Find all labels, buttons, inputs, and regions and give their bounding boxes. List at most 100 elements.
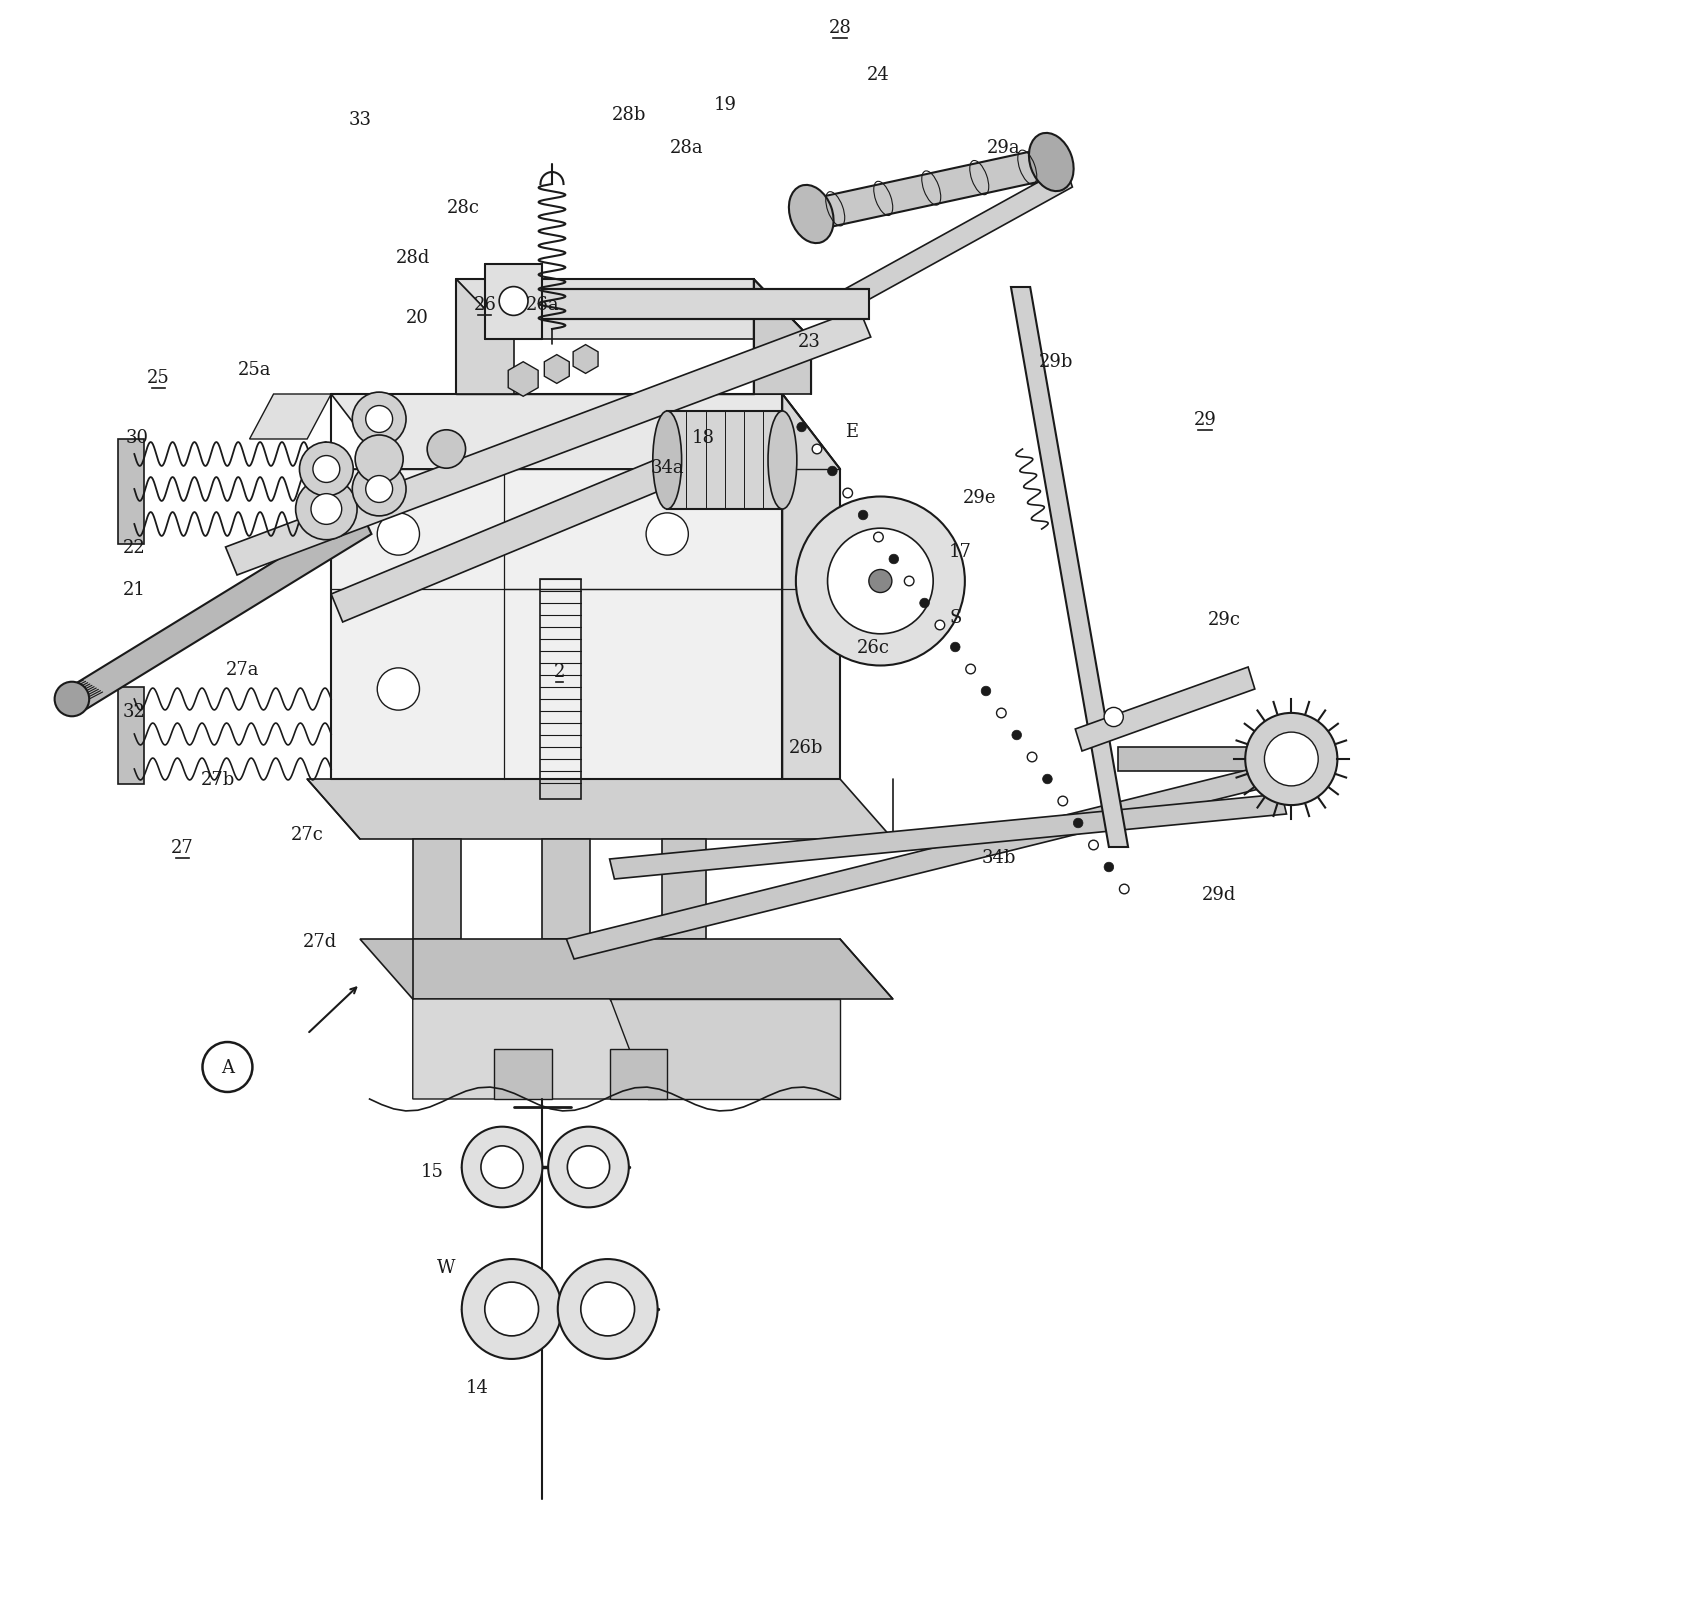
Text: 28c: 28c [447,199,479,216]
Text: 2: 2 [553,663,565,681]
Polygon shape [782,395,839,780]
Text: 26b: 26b [789,739,824,757]
Circle shape [796,497,965,667]
Circle shape [365,476,392,504]
Text: 29a: 29a [986,139,1019,157]
Circle shape [858,512,868,520]
Polygon shape [118,439,145,544]
Circle shape [548,1127,629,1207]
Polygon shape [754,279,811,395]
Ellipse shape [1029,134,1073,192]
Polygon shape [118,688,145,784]
Text: 17: 17 [949,542,972,560]
Circle shape [463,1259,562,1359]
Text: 28: 28 [829,19,851,37]
Circle shape [352,463,405,516]
Circle shape [1043,775,1053,784]
Circle shape [313,457,340,483]
Circle shape [54,683,89,717]
Text: 27: 27 [172,839,193,857]
Ellipse shape [653,412,681,510]
Circle shape [797,423,806,433]
Text: 23: 23 [797,332,821,350]
Circle shape [463,1127,542,1207]
Polygon shape [331,395,839,470]
Polygon shape [668,412,782,510]
Polygon shape [567,760,1299,959]
Circle shape [202,1043,252,1093]
Circle shape [890,555,898,565]
Text: 29b: 29b [1039,353,1073,371]
Polygon shape [71,510,372,712]
Circle shape [296,479,357,541]
Ellipse shape [789,186,834,244]
Circle shape [828,529,934,634]
Polygon shape [249,395,331,439]
Circle shape [1013,731,1021,741]
Polygon shape [308,780,893,839]
Polygon shape [331,420,765,623]
Text: 26a: 26a [525,295,558,313]
Text: 28a: 28a [669,139,703,157]
Polygon shape [609,794,1287,880]
Polygon shape [495,1049,552,1099]
Circle shape [311,494,341,525]
Polygon shape [412,999,648,1099]
Text: 29d: 29d [1203,886,1236,904]
Circle shape [843,489,853,499]
Text: 34a: 34a [651,458,685,476]
Ellipse shape [769,412,797,510]
Circle shape [996,709,1006,718]
Circle shape [1028,752,1036,762]
Circle shape [873,533,883,542]
Circle shape [1103,862,1113,872]
Text: 28b: 28b [612,107,646,124]
Circle shape [870,570,891,594]
Circle shape [905,576,913,586]
Text: E: E [844,423,858,441]
Text: 32: 32 [123,702,146,720]
Circle shape [1120,884,1129,894]
Polygon shape [456,279,513,395]
Polygon shape [831,168,1073,318]
Circle shape [355,436,404,484]
Circle shape [580,1282,634,1336]
Circle shape [352,392,405,447]
Polygon shape [542,839,590,939]
Polygon shape [495,291,870,320]
Text: 29e: 29e [962,489,996,507]
Polygon shape [331,470,782,780]
Polygon shape [609,1049,668,1099]
Circle shape [646,513,688,555]
Circle shape [1073,818,1083,828]
Text: 33: 33 [348,111,372,129]
Text: 20: 20 [405,308,429,326]
Text: 26: 26 [473,295,496,313]
Text: 15: 15 [420,1162,444,1180]
Circle shape [1088,841,1098,851]
Text: S: S [949,608,962,626]
Circle shape [500,287,528,316]
Circle shape [981,688,991,696]
Text: A: A [220,1059,234,1077]
Circle shape [427,431,466,470]
Text: 30: 30 [126,429,148,447]
Polygon shape [225,310,871,576]
Text: 26c: 26c [858,639,890,657]
Circle shape [377,668,419,710]
Circle shape [365,407,392,433]
Circle shape [965,665,976,675]
Circle shape [1058,797,1068,807]
Circle shape [377,513,419,555]
Circle shape [1103,709,1124,728]
Circle shape [828,466,838,476]
Circle shape [481,1146,523,1188]
Text: W: W [437,1259,456,1277]
Circle shape [1265,733,1319,786]
Text: 29: 29 [1194,410,1216,429]
Polygon shape [484,265,542,341]
Circle shape [812,445,822,455]
Text: 18: 18 [693,429,715,447]
Text: 24: 24 [868,66,890,84]
Polygon shape [609,999,839,1099]
